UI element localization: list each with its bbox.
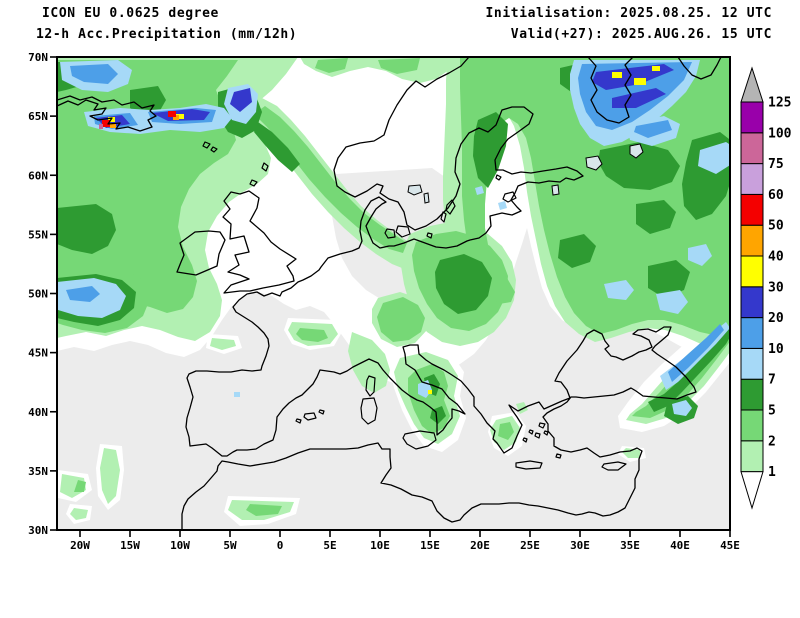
colorbar-level-label: 20 (768, 311, 784, 326)
colorbar-level-label: 2 (768, 434, 776, 449)
colorbar-level-label: 30 (768, 280, 784, 295)
colorbar-block (741, 225, 763, 256)
lon-tick-label: 45E (720, 539, 740, 552)
longitude-axis: 20W 15W 10W 5W 0 5E 10E 15E 20E 25E 30E 35E 40E 45E (70, 530, 740, 552)
lat-tick-label: 40N (28, 406, 48, 419)
colorbar-level-label: 1 (768, 465, 776, 480)
precipitation-colorbar: 125710203040506075100125 (741, 68, 792, 508)
lat-tick-label: 50N (28, 288, 48, 301)
lon-tick-label: 20E (470, 539, 490, 552)
lon-tick-label: 10W (170, 539, 190, 552)
colorbar-level-label: 75 (768, 157, 784, 172)
lon-tick-label: 20W (70, 539, 90, 552)
colorbar-block (741, 318, 763, 349)
colorbar-block (741, 379, 763, 410)
lon-tick-label: 40E (670, 539, 690, 552)
colorbar-block (741, 102, 763, 133)
lon-tick-label: 10E (370, 539, 390, 552)
colorbar-level-label: 125 (768, 96, 791, 111)
lon-tick-label: 5E (323, 539, 336, 552)
colorbar-above-arrow (741, 68, 763, 102)
lat-tick-label: 55N (28, 228, 48, 241)
colorbar-block (741, 410, 763, 441)
colorbar-block (741, 133, 763, 164)
colorbar-block (741, 348, 763, 379)
lon-tick-label: 5W (223, 539, 237, 552)
weather-map-page: ICON EU 0.0625 degree 12-h Acc.Precipita… (0, 0, 800, 618)
lat-tick-label: 35N (28, 465, 48, 478)
colorbar-level-label: 60 (768, 188, 784, 203)
colorbar-level-label: 5 (768, 404, 776, 419)
lon-tick-label: 30E (570, 539, 590, 552)
lat-tick-label: 70N (28, 51, 48, 64)
colorbar-level-label: 7 (768, 373, 776, 388)
lat-tick-label: 60N (28, 169, 48, 182)
lon-tick-label: 25E (520, 539, 540, 552)
europe-precipitation-map: 70N 65N 60N 55N 50N 45N 40N 35N 30N 20W 15W 10W 5W 0… (0, 0, 800, 618)
colorbar-block (741, 287, 763, 318)
latitude-axis: 70N 65N 60N 55N 50N 45N 40N 35N 30N (28, 51, 57, 537)
lat-tick-label: 45N (28, 347, 48, 360)
colorbar-level-label: 50 (768, 219, 784, 234)
lon-tick-label: 35E (620, 539, 640, 552)
colorbar-level-label: 40 (768, 250, 784, 265)
lon-tick-label: 15E (420, 539, 440, 552)
lat-tick-label: 30N (28, 524, 48, 537)
colorbar-block (741, 256, 763, 287)
colorbar-block (741, 164, 763, 195)
colorbar-level-label: 10 (768, 342, 784, 357)
colorbar-block (741, 194, 763, 225)
colorbar-below-arrow (741, 472, 763, 508)
lon-tick-label: 15W (120, 539, 140, 552)
lon-tick-label: 0 (277, 539, 284, 552)
colorbar-level-label: 100 (768, 126, 792, 141)
colorbar-block (741, 441, 763, 472)
lat-tick-label: 65N (28, 110, 48, 123)
